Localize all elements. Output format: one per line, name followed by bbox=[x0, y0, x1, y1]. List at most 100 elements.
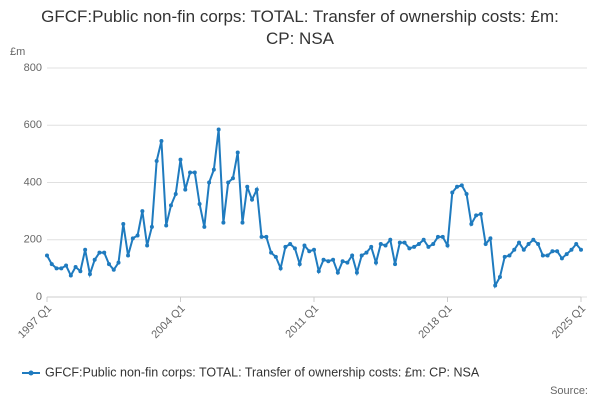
data-point bbox=[297, 262, 302, 267]
data-point bbox=[254, 187, 259, 192]
data-point bbox=[550, 249, 555, 254]
data-point bbox=[197, 201, 202, 206]
data-point bbox=[359, 253, 364, 258]
data-point bbox=[383, 243, 388, 248]
data-point bbox=[278, 266, 283, 271]
data-point bbox=[59, 266, 64, 271]
data-point bbox=[540, 253, 545, 258]
data-point bbox=[188, 170, 193, 175]
data-point bbox=[235, 150, 240, 155]
data-point bbox=[106, 262, 111, 267]
data-point bbox=[555, 249, 560, 254]
data-point bbox=[402, 240, 407, 245]
data-point bbox=[226, 180, 231, 185]
data-point bbox=[230, 176, 235, 181]
data-point bbox=[250, 197, 255, 202]
y-tick-label: 0 bbox=[36, 291, 42, 303]
data-point bbox=[135, 233, 140, 238]
data-point bbox=[435, 234, 440, 239]
data-point bbox=[269, 250, 274, 255]
source: Source: bbox=[550, 385, 588, 397]
data-point bbox=[168, 203, 173, 208]
data-point bbox=[102, 250, 107, 255]
data-point bbox=[459, 183, 464, 188]
data-point bbox=[49, 262, 54, 267]
series-line bbox=[46, 129, 582, 289]
data-point bbox=[559, 256, 564, 261]
data-point bbox=[240, 220, 245, 225]
data-point bbox=[450, 190, 455, 195]
data-point bbox=[97, 250, 102, 255]
data-point bbox=[173, 191, 178, 196]
data-point bbox=[312, 247, 316, 252]
data-point bbox=[397, 240, 402, 245]
data-point bbox=[259, 234, 264, 239]
data-point bbox=[545, 253, 550, 258]
data-point bbox=[140, 209, 145, 214]
data-point bbox=[130, 236, 135, 241]
y-tick-label: 400 bbox=[24, 176, 42, 188]
data-point bbox=[178, 157, 183, 162]
data-point bbox=[92, 257, 97, 262]
data-point bbox=[502, 254, 507, 259]
data-point bbox=[221, 220, 226, 225]
data-point bbox=[364, 250, 369, 255]
data-point bbox=[273, 254, 278, 259]
data-point bbox=[373, 260, 378, 265]
data-point bbox=[340, 259, 345, 264]
data-point bbox=[388, 237, 393, 242]
data-point bbox=[183, 187, 188, 192]
data-point bbox=[87, 272, 92, 277]
data-point bbox=[469, 222, 474, 227]
chart-title: GFCF:Public non-fin corps: TOTAL: Transf… bbox=[41, 7, 559, 48]
legend-label: GFCF:Public non-fin corps: TOTAL: Transf… bbox=[45, 365, 480, 379]
y-tick-label: 600 bbox=[24, 119, 42, 131]
data-point bbox=[326, 259, 331, 264]
data-point bbox=[507, 253, 512, 258]
data-point bbox=[126, 253, 131, 258]
data-point bbox=[207, 180, 212, 185]
data-point bbox=[564, 252, 569, 257]
x-tick-label: 2011 Q1 bbox=[283, 303, 321, 341]
data-point bbox=[302, 243, 307, 248]
data-point bbox=[421, 237, 426, 242]
data-point bbox=[45, 253, 49, 258]
data-point bbox=[149, 224, 154, 229]
data-point bbox=[483, 242, 488, 247]
data-point bbox=[412, 244, 417, 249]
data-point bbox=[526, 242, 531, 247]
data-point bbox=[78, 269, 83, 274]
data-point bbox=[497, 274, 502, 279]
x-tick-label: 2018 Q1 bbox=[416, 303, 454, 341]
legend-marker bbox=[28, 370, 34, 376]
data-point bbox=[264, 234, 269, 239]
data-point bbox=[321, 257, 326, 262]
data-point bbox=[512, 247, 517, 252]
data-point bbox=[407, 246, 412, 251]
data-point bbox=[488, 236, 493, 241]
data-point bbox=[292, 246, 297, 251]
data-point bbox=[245, 184, 250, 189]
data-point bbox=[211, 167, 216, 172]
data-point bbox=[445, 243, 450, 248]
data-point bbox=[493, 283, 498, 288]
data-point bbox=[316, 269, 321, 274]
data-point bbox=[431, 242, 436, 247]
data-point bbox=[478, 211, 483, 216]
x-tick-label: 2004 Q1 bbox=[149, 303, 187, 341]
data-point bbox=[154, 159, 159, 164]
data-point bbox=[531, 237, 536, 242]
data-point bbox=[517, 240, 522, 245]
data-point bbox=[378, 242, 383, 247]
data-point bbox=[202, 224, 207, 229]
data-point bbox=[474, 213, 479, 218]
x-tick-label: 2025 Q1 bbox=[550, 303, 588, 341]
data-point bbox=[288, 242, 293, 247]
data-point bbox=[331, 257, 336, 262]
y-tick-label: 200 bbox=[24, 234, 42, 246]
data-point bbox=[216, 127, 221, 132]
y-axis-label: £m bbox=[10, 46, 25, 58]
data-point bbox=[426, 244, 431, 249]
data-point bbox=[164, 223, 169, 228]
